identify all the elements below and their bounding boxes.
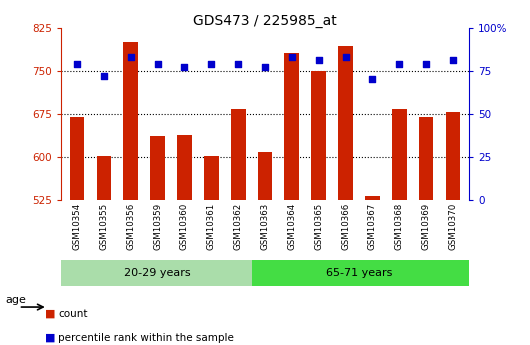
- Bar: [231, 109, 245, 200]
- Point: [153, 61, 162, 67]
- Text: GSM10365: GSM10365: [314, 203, 323, 250]
- Point: [100, 73, 108, 79]
- Point: [73, 61, 81, 67]
- Bar: [285, 53, 299, 200]
- Point: [449, 58, 457, 63]
- Text: GSM10356: GSM10356: [126, 203, 135, 250]
- Bar: [258, 152, 272, 200]
- Bar: [123, 42, 138, 200]
- Text: GSM10370: GSM10370: [448, 203, 457, 250]
- Text: GSM10360: GSM10360: [180, 203, 189, 250]
- Point: [180, 65, 189, 70]
- Point: [422, 61, 430, 67]
- Text: GSM10359: GSM10359: [153, 203, 162, 250]
- Point: [395, 61, 403, 67]
- Bar: [177, 135, 192, 200]
- Point: [341, 54, 350, 60]
- Bar: [311, 71, 326, 200]
- Text: GSM10369: GSM10369: [421, 203, 430, 250]
- Bar: [61, 260, 252, 286]
- Text: 20-29 years: 20-29 years: [125, 268, 191, 278]
- Point: [127, 54, 135, 60]
- Point: [207, 61, 216, 67]
- Point: [368, 77, 377, 82]
- Text: count: count: [58, 309, 88, 319]
- Bar: [150, 136, 165, 200]
- Point: [288, 54, 296, 60]
- Text: ■: ■: [45, 309, 56, 319]
- Text: percentile rank within the sample: percentile rank within the sample: [58, 333, 234, 343]
- Bar: [252, 260, 469, 286]
- Text: GSM10361: GSM10361: [207, 203, 216, 250]
- Text: GSM10367: GSM10367: [368, 203, 377, 250]
- Text: GSM10363: GSM10363: [261, 203, 269, 250]
- Text: ■: ■: [45, 333, 56, 343]
- Point: [261, 65, 269, 70]
- Bar: [392, 109, 407, 200]
- Text: GDS473 / 225985_at: GDS473 / 225985_at: [193, 14, 337, 28]
- Bar: [365, 196, 380, 200]
- Bar: [419, 117, 434, 200]
- Bar: [446, 112, 461, 200]
- Bar: [204, 156, 219, 200]
- Point: [234, 61, 242, 67]
- Text: 65-71 years: 65-71 years: [326, 268, 392, 278]
- Text: GSM10355: GSM10355: [100, 203, 109, 250]
- Text: age: age: [5, 295, 26, 305]
- Text: GSM10354: GSM10354: [73, 203, 82, 250]
- Bar: [338, 46, 353, 200]
- Bar: [96, 156, 111, 200]
- Point: [314, 58, 323, 63]
- Text: GSM10368: GSM10368: [395, 203, 404, 250]
- Bar: [69, 117, 84, 200]
- Text: GSM10362: GSM10362: [234, 203, 243, 250]
- Text: GSM10366: GSM10366: [341, 203, 350, 250]
- Text: GSM10364: GSM10364: [287, 203, 296, 250]
